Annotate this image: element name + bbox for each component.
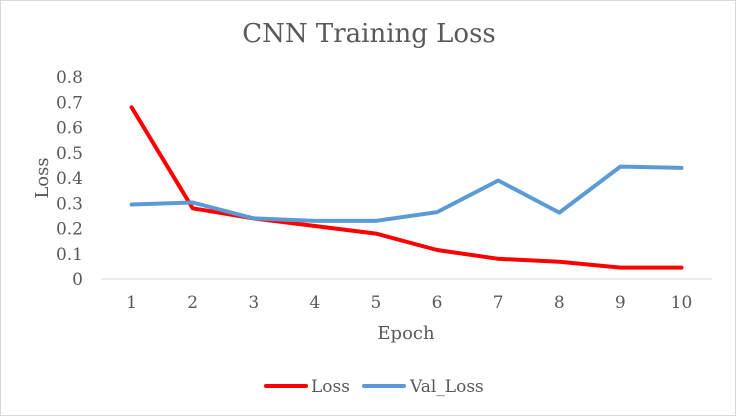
x-tick-label: 8 — [554, 293, 565, 313]
y-tick-label: 0 — [72, 270, 83, 290]
y-tick-label: 0.3 — [56, 194, 83, 214]
x-axis-title: Epoch — [377, 323, 435, 344]
x-tick-label: 1 — [126, 293, 137, 313]
x-tick-label: 2 — [187, 293, 198, 313]
series-line-val-loss — [129, 164, 684, 223]
y-tick-label: 0.5 — [56, 144, 83, 164]
legend-label: Val_Loss — [409, 377, 484, 397]
series-line-loss — [129, 105, 684, 270]
x-tick-label: 3 — [248, 293, 259, 313]
x-tick-label: 9 — [615, 293, 626, 313]
y-tick-label: 0.4 — [56, 169, 83, 189]
y-tick-label: 0.7 — [56, 93, 83, 113]
chart-title: CNN Training Loss — [242, 19, 496, 49]
x-tick-label: 6 — [432, 293, 443, 313]
y-tick-label: 0.2 — [56, 220, 83, 240]
y-tick-label: 0.6 — [56, 119, 83, 139]
x-tick-label: 10 — [671, 293, 693, 313]
y-tick-label: 0.1 — [56, 245, 83, 265]
x-tick-label: 4 — [309, 293, 320, 313]
y-tick-label: 0.8 — [56, 68, 83, 88]
y-axis-title: Loss — [32, 157, 53, 198]
x-tick-label: 7 — [493, 293, 504, 313]
x-tick-label: 5 — [371, 293, 382, 313]
legend-label: Loss — [311, 377, 350, 397]
